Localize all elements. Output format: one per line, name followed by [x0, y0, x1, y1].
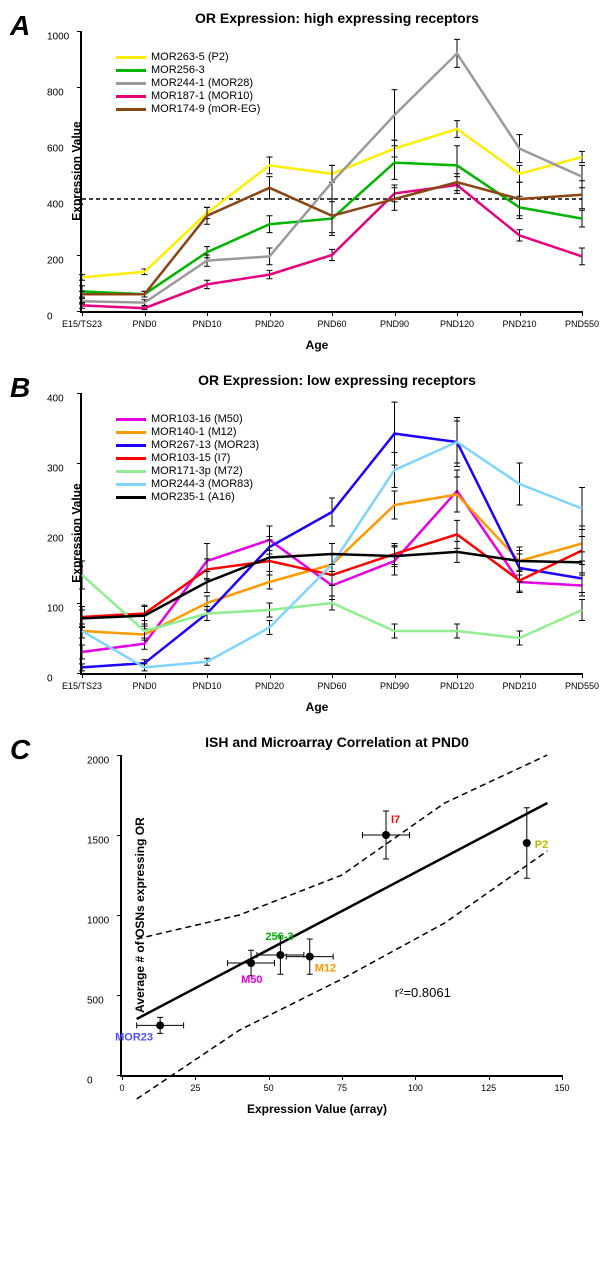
x-tick: E15/TS23	[62, 319, 102, 329]
x-tick: PND0	[132, 319, 156, 329]
panel-a-label: A	[10, 10, 30, 42]
y-tick: 300	[47, 464, 64, 475]
legend-label: MOR235-1 (A16)	[151, 491, 235, 503]
y-tick: 0	[87, 1076, 93, 1087]
panel-c-title: ISH and Microarray Correlation at PND0	[50, 734, 614, 750]
x-tick: PND10	[192, 319, 221, 329]
y-tick: 400	[47, 394, 64, 405]
legend-label: MOR171-3p (M72)	[151, 465, 243, 477]
legend-item: MOR263-5 (P2)	[116, 51, 260, 63]
legend-label: MOR103-15 (I7)	[151, 452, 230, 464]
legend-item: MOR256-3	[116, 64, 260, 76]
x-tick: PND60	[317, 681, 346, 691]
legend-label: MOR244-3 (MOR83)	[151, 478, 253, 490]
legend-label: MOR256-3	[151, 64, 205, 76]
legend-item: MOR171-3p (M72)	[116, 465, 259, 477]
x-tick: 0	[119, 1083, 124, 1093]
x-tick: PND20	[255, 319, 284, 329]
y-tick: 400	[47, 200, 64, 211]
y-tick: 1000	[47, 32, 69, 43]
point-label: P2	[535, 839, 548, 851]
y-tick: 200	[47, 534, 64, 545]
chart-c-xlabel: Expression Value (array)	[10, 1102, 614, 1116]
chart-b-xlabel: Age	[10, 700, 614, 714]
legend: MOR103-16 (M50)MOR140-1 (M12)MOR267-13 (…	[112, 408, 263, 508]
y-tick: 0	[47, 674, 53, 685]
x-tick: 25	[190, 1083, 200, 1093]
legend-item: MOR187-1 (MOR10)	[116, 90, 260, 102]
x-tick: PND20	[255, 681, 284, 691]
x-tick: 75	[337, 1083, 347, 1093]
x-tick: 150	[554, 1083, 569, 1093]
point-label: M50	[241, 974, 262, 986]
x-tick: PND210	[502, 319, 536, 329]
legend-label: MOR267-13 (MOR23)	[151, 439, 259, 451]
panel-a-title: OR Expression: high expressing receptors	[50, 10, 614, 26]
y-tick: 200	[47, 256, 64, 267]
panel-a: A OR Expression: high expressing recepto…	[10, 10, 614, 352]
panel-c-label: C	[10, 734, 30, 766]
legend-label: MOR244-1 (MOR28)	[151, 77, 253, 89]
legend-item: MOR235-1 (A16)	[116, 491, 259, 503]
y-tick: 100	[47, 604, 64, 615]
panel-c: C ISH and Microarray Correlation at PND0…	[10, 734, 614, 1116]
x-tick: PND10	[192, 681, 221, 691]
legend-item: MOR244-3 (MOR83)	[116, 478, 259, 490]
x-tick: PND120	[440, 681, 474, 691]
chart-b-area: Expression Value 0100200300400E15/TS23PN…	[80, 393, 582, 675]
x-tick: PND550	[565, 681, 599, 691]
r2-label: r²=0.8061	[395, 985, 451, 1000]
legend: MOR263-5 (P2)MOR256-3MOR244-1 (MOR28)MOR…	[112, 46, 264, 120]
point-label: MOR23	[115, 1031, 153, 1043]
legend-label: MOR187-1 (MOR10)	[151, 90, 253, 102]
legend-item: MOR103-15 (I7)	[116, 452, 259, 464]
point-label: M12	[315, 963, 336, 975]
legend-item: MOR103-16 (M50)	[116, 413, 259, 425]
panel-b-label: B	[10, 372, 30, 404]
y-tick: 800	[47, 88, 64, 99]
legend-item: MOR140-1 (M12)	[116, 426, 259, 438]
y-tick: 2000	[87, 756, 109, 767]
x-tick: E15/TS23	[62, 681, 102, 691]
y-tick: 500	[87, 996, 104, 1007]
panel-b-title: OR Expression: low expressing receptors	[50, 372, 614, 388]
legend-label: MOR140-1 (M12)	[151, 426, 237, 438]
panel-b: B OR Expression: low expressing receptor…	[10, 372, 614, 714]
point-label: I7	[391, 814, 400, 826]
chart-a-area: Expression Value 02004006008001000E15/TS…	[80, 31, 582, 313]
y-tick: 1500	[87, 836, 109, 847]
chart-c-area: Average # of OSNs expressing OR 05001000…	[120, 755, 562, 1077]
y-tick: 600	[47, 144, 64, 155]
legend-item: MOR174-9 (mOR-EG)	[116, 103, 260, 115]
x-tick: 50	[264, 1083, 274, 1093]
legend-item: MOR267-13 (MOR23)	[116, 439, 259, 451]
point-label: 256-3	[265, 931, 293, 943]
x-tick: PND60	[317, 319, 346, 329]
chart-a-xlabel: Age	[10, 338, 614, 352]
x-tick: PND90	[380, 681, 409, 691]
y-tick: 1000	[87, 916, 109, 927]
legend-label: MOR103-16 (M50)	[151, 413, 243, 425]
legend-label: MOR263-5 (P2)	[151, 51, 229, 63]
x-tick: PND210	[502, 681, 536, 691]
x-tick: PND90	[380, 319, 409, 329]
x-tick: 100	[408, 1083, 423, 1093]
x-tick: PND550	[565, 319, 599, 329]
x-tick: PND120	[440, 319, 474, 329]
x-tick: 125	[481, 1083, 496, 1093]
legend-label: MOR174-9 (mOR-EG)	[151, 103, 260, 115]
x-tick: PND0	[132, 681, 156, 691]
legend-item: MOR244-1 (MOR28)	[116, 77, 260, 89]
y-tick: 0	[47, 312, 53, 323]
